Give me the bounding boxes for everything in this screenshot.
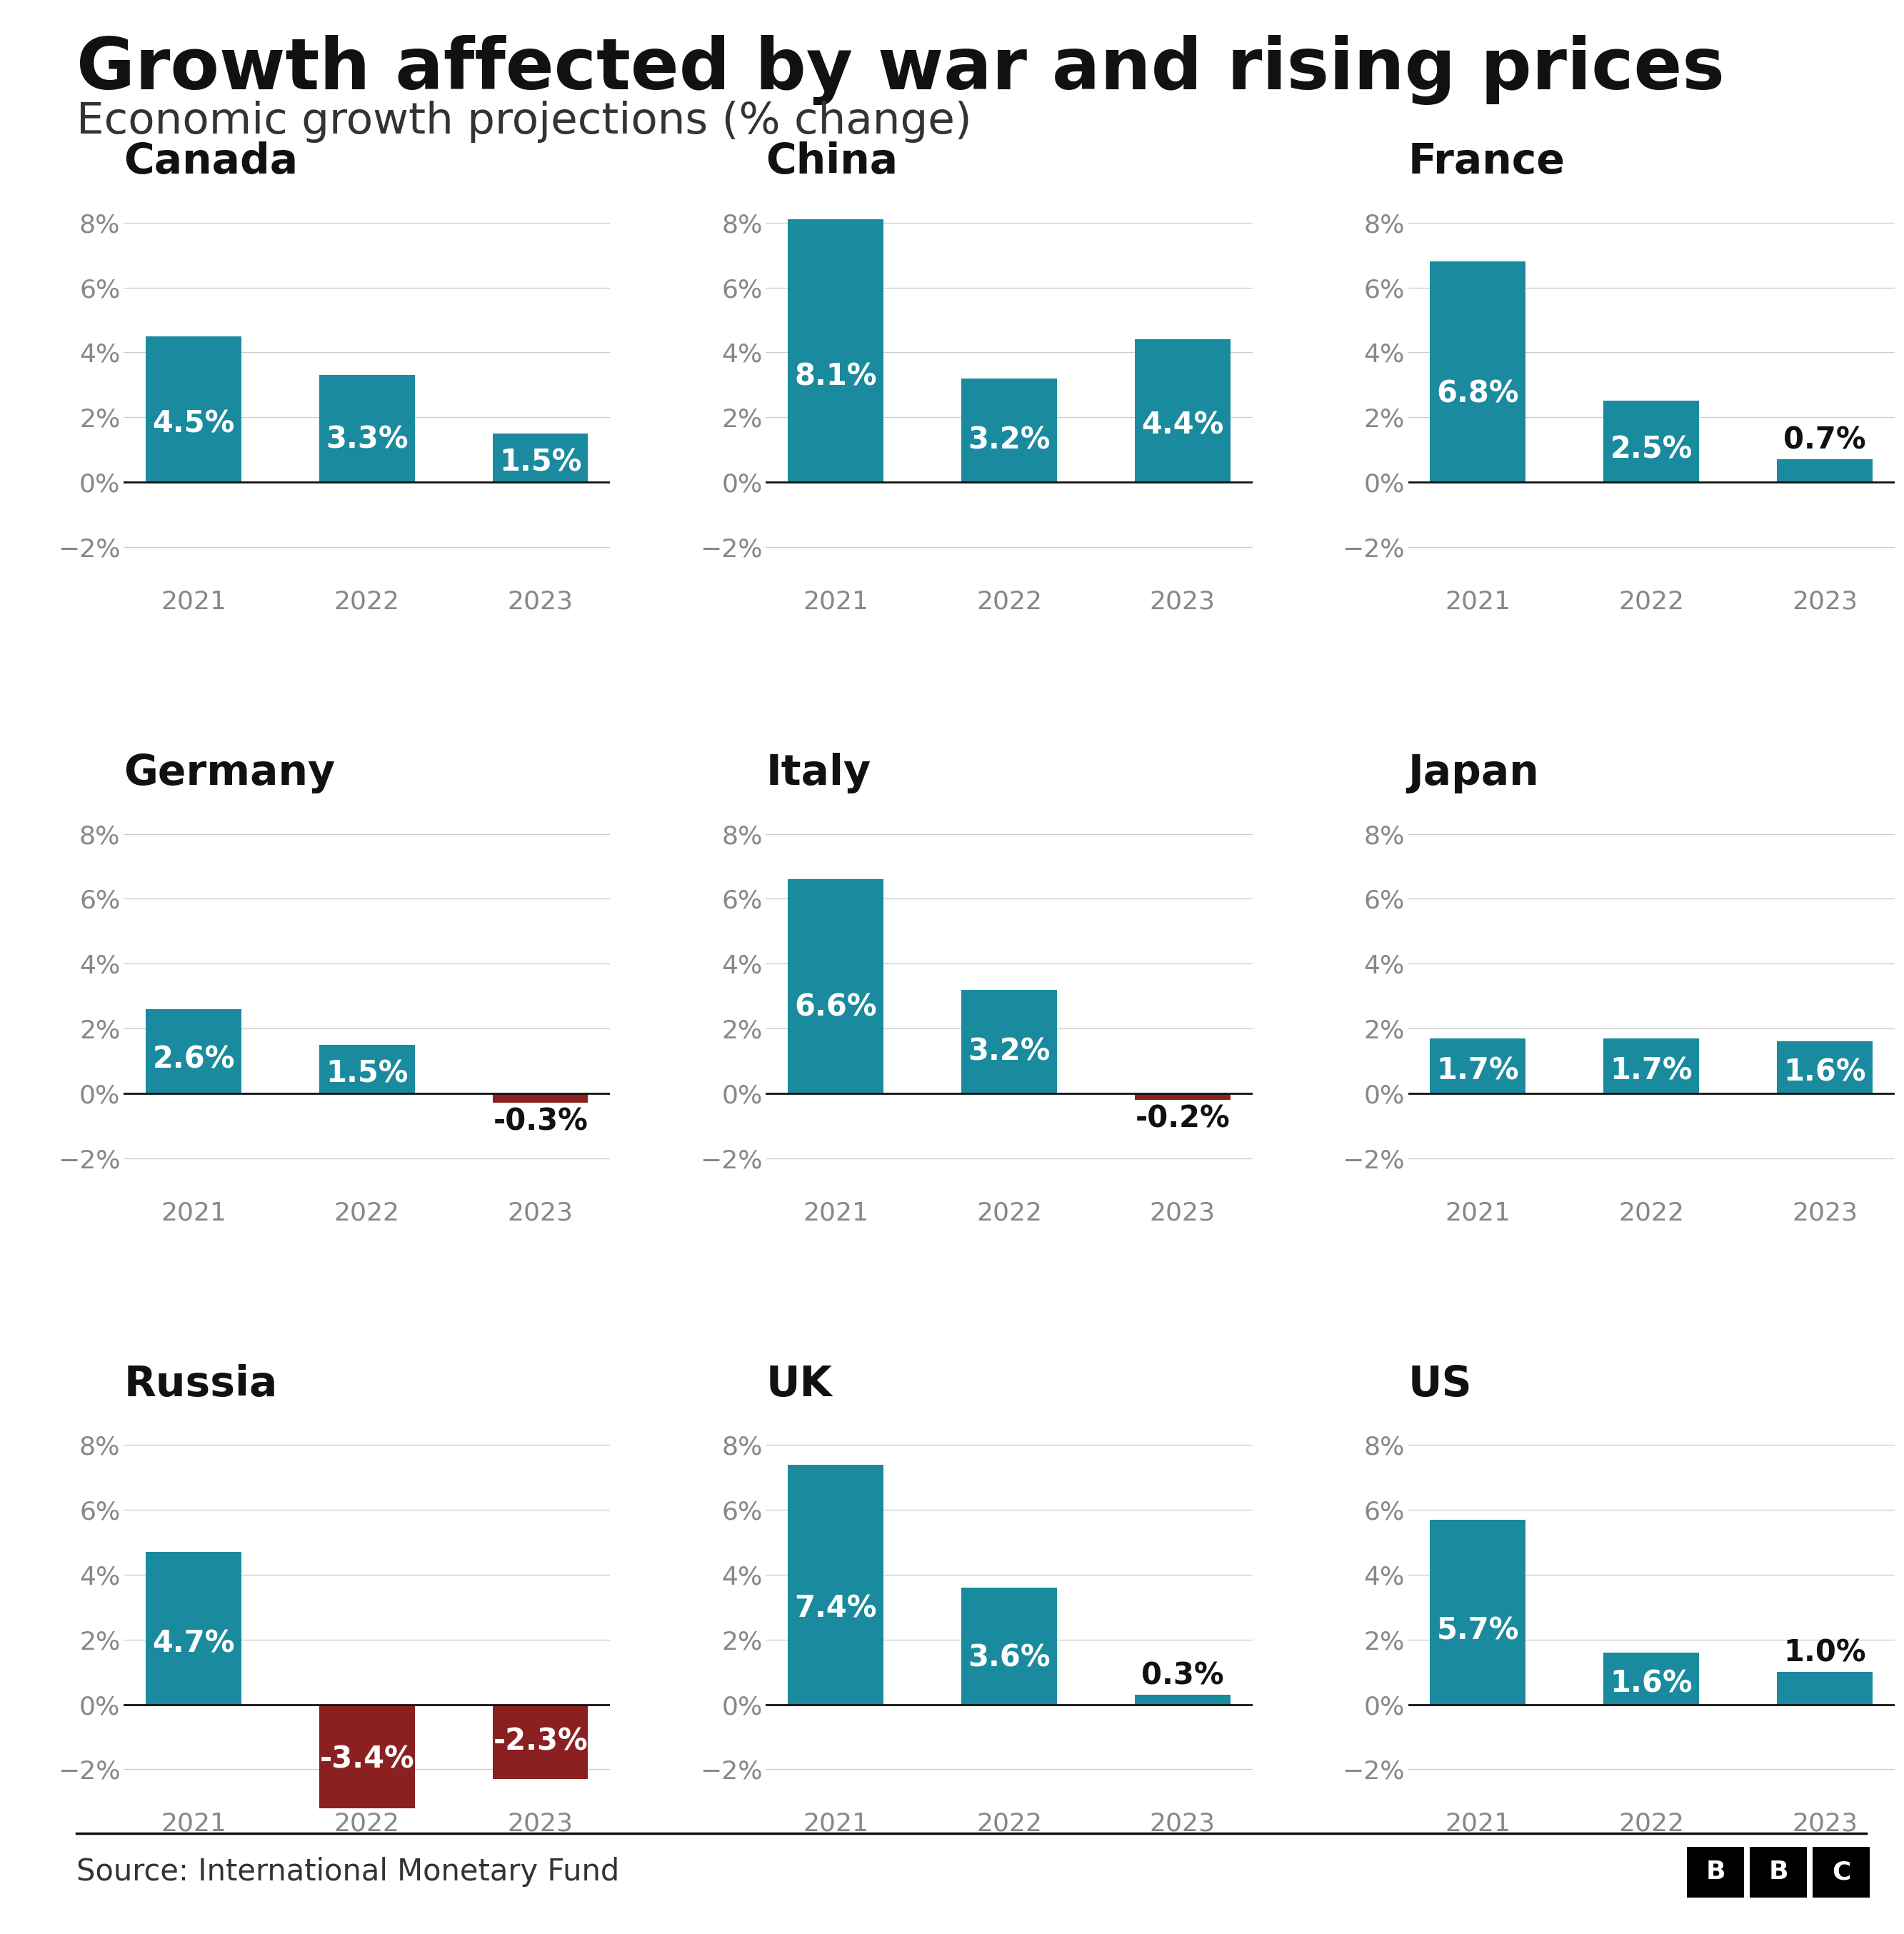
Text: Growth affected by war and rising prices: Growth affected by war and rising prices — [76, 35, 1725, 104]
Text: 1.5%: 1.5% — [326, 1058, 407, 1089]
Text: 3.2%: 3.2% — [967, 1037, 1051, 1068]
Text: 6.8%: 6.8% — [1436, 379, 1519, 408]
Bar — [1430, 1520, 1525, 1704]
Text: -0.2%: -0.2% — [1135, 1104, 1230, 1133]
Text: 2.5%: 2.5% — [1611, 435, 1693, 464]
Text: 1.7%: 1.7% — [1436, 1056, 1519, 1087]
Text: 4.4%: 4.4% — [1140, 410, 1224, 441]
Bar — [962, 379, 1057, 482]
Bar — [788, 1464, 883, 1704]
Text: 4.5%: 4.5% — [152, 408, 234, 439]
Text: 6.6%: 6.6% — [794, 992, 878, 1023]
Bar — [962, 1588, 1057, 1704]
Text: -3.4%: -3.4% — [320, 1744, 415, 1775]
Bar — [1776, 1673, 1872, 1704]
Bar — [1776, 1040, 1872, 1093]
Bar — [1603, 400, 1698, 482]
Bar — [1135, 1694, 1230, 1704]
Text: Canada: Canada — [124, 141, 299, 182]
Bar — [147, 1010, 242, 1093]
Text: France: France — [1409, 141, 1565, 182]
Bar — [493, 1093, 588, 1102]
Bar — [1603, 1039, 1698, 1093]
Text: 3.6%: 3.6% — [967, 1642, 1051, 1673]
Bar — [320, 1044, 415, 1093]
Text: C: C — [1832, 1861, 1851, 1884]
Text: 0.3%: 0.3% — [1140, 1661, 1224, 1690]
Text: 8.1%: 8.1% — [794, 362, 878, 393]
Bar — [320, 1704, 415, 1814]
Text: China: China — [765, 141, 899, 182]
Text: Japan: Japan — [1409, 752, 1538, 793]
Text: Russia: Russia — [124, 1363, 278, 1404]
Text: 3.2%: 3.2% — [967, 425, 1051, 456]
Bar — [1430, 1039, 1525, 1093]
Text: Germany: Germany — [124, 752, 335, 793]
Text: B: B — [1706, 1861, 1725, 1884]
Bar — [493, 433, 588, 482]
Bar — [493, 1704, 588, 1779]
Text: 3.3%: 3.3% — [326, 424, 407, 454]
Text: UK: UK — [765, 1363, 832, 1404]
Text: 4.7%: 4.7% — [152, 1628, 234, 1659]
Text: Italy: Italy — [765, 752, 870, 793]
Bar — [1776, 460, 1872, 482]
Text: Economic growth projections (% change): Economic growth projections (% change) — [76, 101, 971, 143]
Text: 1.6%: 1.6% — [1611, 1669, 1693, 1698]
Text: B: B — [1769, 1861, 1788, 1884]
Bar — [1603, 1654, 1698, 1704]
Bar — [1135, 338, 1230, 482]
Bar — [788, 219, 883, 482]
Bar — [147, 1553, 242, 1704]
Text: -0.3%: -0.3% — [493, 1106, 588, 1137]
Text: 7.4%: 7.4% — [794, 1594, 878, 1623]
Bar — [320, 375, 415, 482]
Bar — [1135, 1093, 1230, 1100]
Text: 0.7%: 0.7% — [1784, 425, 1866, 456]
Bar — [788, 880, 883, 1093]
Text: Source: International Monetary Fund: Source: International Monetary Fund — [76, 1857, 619, 1888]
Text: 1.0%: 1.0% — [1784, 1638, 1866, 1669]
Bar — [1430, 261, 1525, 482]
Text: -2.3%: -2.3% — [493, 1727, 588, 1756]
Text: 2.6%: 2.6% — [152, 1044, 234, 1075]
Text: US: US — [1409, 1363, 1472, 1404]
Text: 1.5%: 1.5% — [499, 447, 581, 478]
Text: 1.6%: 1.6% — [1784, 1058, 1866, 1087]
Text: 5.7%: 5.7% — [1438, 1615, 1519, 1646]
Bar — [147, 337, 242, 482]
Bar — [962, 990, 1057, 1093]
Text: 1.7%: 1.7% — [1611, 1056, 1693, 1087]
